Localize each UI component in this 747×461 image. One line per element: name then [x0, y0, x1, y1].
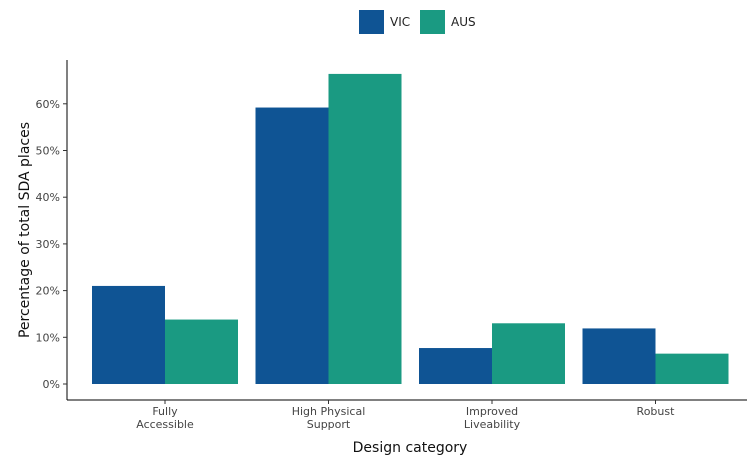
bar-vic	[419, 348, 492, 384]
y-tick-label: 40%	[36, 191, 60, 204]
x-tick-label: Improved Liveability	[464, 405, 521, 431]
legend-swatch-aus	[420, 10, 445, 34]
y-tick-label: 60%	[36, 98, 60, 111]
bar-vic	[255, 107, 329, 384]
y-tick-label: 50%	[36, 145, 60, 158]
bar-aus	[492, 323, 565, 384]
legend-label-aus: AUS	[451, 15, 476, 29]
legend: VIC AUS	[359, 10, 476, 34]
legend-label-vic: VIC	[390, 15, 410, 29]
y-axis-title: Percentage of total SDA places	[17, 122, 33, 338]
y-tick-label: 20%	[36, 285, 60, 298]
x-axis-title: Design category	[353, 440, 468, 456]
bar-aus	[165, 319, 238, 384]
bar-aus	[328, 73, 402, 385]
bar-vic	[92, 285, 165, 384]
y-tick-label: 30%	[36, 238, 60, 251]
x-ticks: Fully Accessible High Physical Support Impro…	[136, 400, 675, 431]
x-tick-label: Fully Accessible	[136, 405, 194, 431]
bar-aus	[655, 353, 729, 384]
bars	[92, 73, 729, 385]
axes	[66, 60, 747, 401]
y-ticks: 0% 10% 20% 30% 40% 50% 60%	[36, 98, 67, 391]
bar-vic	[582, 328, 656, 384]
x-tick-label: Robust	[637, 405, 676, 418]
y-tick-label: 0%	[43, 378, 60, 391]
x-tick-label: High Physical Support	[292, 405, 366, 431]
legend-swatch-vic	[359, 10, 384, 34]
y-tick-label: 10%	[36, 331, 60, 344]
